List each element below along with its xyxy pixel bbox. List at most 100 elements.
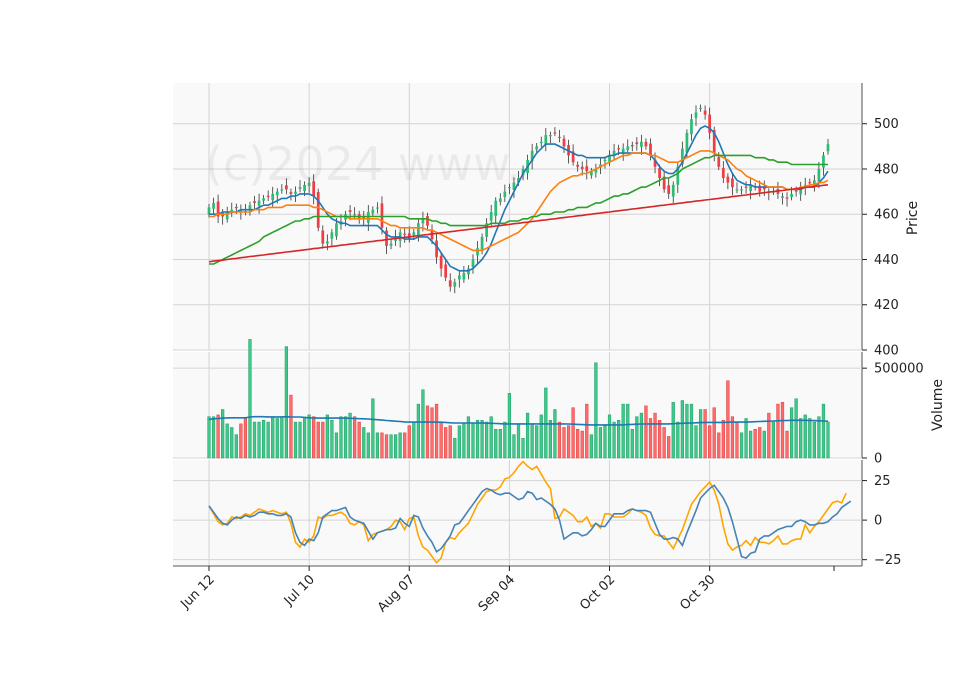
candle-body-76 (553, 132, 557, 134)
candle-body-16 (280, 189, 284, 191)
volume-bar-84 (589, 434, 593, 459)
ma-short-line (209, 125, 829, 272)
candle-body-64 (498, 198, 502, 203)
volume-bar-74 (544, 387, 548, 459)
candle-body-101 (667, 185, 671, 194)
volume-bar-112 (717, 432, 721, 459)
candle-body-39 (385, 230, 388, 246)
volume-bar-125 (776, 403, 780, 459)
volume-bar-106 (689, 403, 694, 459)
candle-body-6 (234, 206, 238, 209)
candle-body-53 (448, 280, 452, 287)
volume-bar-97 (648, 418, 653, 459)
candle-body-119 (749, 184, 752, 192)
volume-bar-71 (530, 423, 534, 459)
volume-bar-55 (457, 425, 461, 459)
volume-bar-99 (657, 420, 662, 459)
volume-bar-136 (826, 421, 830, 459)
volume-bar-34 (362, 427, 366, 459)
candle-body-23 (312, 181, 316, 197)
candle-body-18 (289, 192, 293, 194)
volume-bar-107 (694, 425, 698, 459)
candle-body-71 (530, 150, 534, 162)
candle-body-88 (608, 155, 611, 163)
volume-bar-118 (744, 418, 748, 459)
volume-bar-105 (685, 403, 689, 459)
candle-body-108 (699, 107, 702, 110)
candle-body-27 (330, 232, 334, 239)
candle-body-20 (298, 187, 302, 189)
candle-body-61 (485, 223, 489, 237)
candle-body-66 (508, 187, 511, 189)
volume-bar-66 (507, 393, 512, 459)
volume-bar-113 (721, 420, 725, 459)
volume-ytick-label-1: 500000 (874, 362, 924, 377)
volume-bar-41 (393, 434, 398, 459)
volume-bar-128 (789, 407, 794, 459)
volume-bar-29 (339, 416, 343, 459)
candle-body-110 (708, 114, 712, 133)
candle-body-32 (353, 214, 357, 216)
volume-bar-59 (475, 420, 480, 459)
candle-body-109 (703, 110, 707, 115)
volume-bar-83 (585, 403, 589, 459)
volume-bar-110 (708, 425, 712, 459)
candle-body-25 (321, 230, 325, 244)
price-ytick-label-5: 500 (874, 117, 899, 132)
candle-body-1 (212, 202, 215, 209)
volume-bar-111 (712, 407, 716, 459)
candle-body-56 (462, 273, 466, 280)
ma-mid-line (209, 150, 829, 252)
volume-ma-line (208, 415, 829, 426)
volume-bar-81 (576, 429, 580, 459)
candle-body-15 (275, 191, 279, 196)
candle-body-77 (558, 136, 561, 139)
volume-bar-27 (330, 420, 334, 459)
volume-bar-102 (671, 402, 675, 459)
volume-bar-135 (821, 403, 826, 459)
candle-body-22 (307, 182, 311, 187)
volume-bar-53 (448, 425, 452, 459)
candle-body-11 (257, 200, 261, 206)
candle-body-24 (316, 192, 320, 228)
candle-body-112 (717, 157, 721, 167)
volume-bar-131 (803, 414, 807, 459)
candle-body-131 (803, 184, 807, 188)
volume-bar-3 (221, 409, 225, 459)
price-ytick-label-3: 460 (874, 208, 899, 223)
volume-bar-57 (466, 416, 471, 459)
candle-body-117 (740, 189, 743, 191)
candle-body-17 (285, 185, 288, 190)
candle-body-48 (426, 216, 429, 226)
volume-bar-15 (275, 418, 279, 459)
volume-bar-46 (416, 403, 420, 459)
candle-body-126 (781, 196, 784, 198)
volume-bar-127 (785, 430, 789, 459)
candle-body-80 (571, 151, 575, 163)
candle-body-59 (476, 248, 479, 256)
volume-bar-43 (403, 432, 407, 459)
candle-body-14 (271, 193, 275, 201)
price-panel: 400 420 440 460 480 500 (173, 83, 899, 359)
volume-bar-61 (485, 421, 489, 459)
volume-bar-130 (799, 418, 803, 459)
volume-bar-116 (735, 421, 739, 459)
candle-body-19 (294, 191, 297, 194)
candle-body-13 (266, 195, 270, 197)
candle-body-111 (712, 130, 716, 154)
price-ytick-label-2: 440 (874, 253, 899, 268)
volume-bar-109 (703, 409, 707, 459)
candle-body-31 (348, 210, 352, 212)
candle-body-68 (517, 178, 520, 183)
candle-body-92 (626, 146, 630, 150)
volume-bar-2 (216, 414, 220, 459)
volume-bar-77 (557, 421, 562, 459)
volume-bar-86 (598, 427, 603, 459)
candle-body-45 (412, 232, 416, 236)
volume-bar-76 (553, 409, 557, 459)
volume-bar-28 (334, 432, 339, 459)
volume-bar-51 (439, 421, 443, 459)
volume-bar-19 (293, 421, 298, 459)
candle-body-7 (239, 209, 243, 212)
volume-bar-40 (389, 434, 393, 459)
